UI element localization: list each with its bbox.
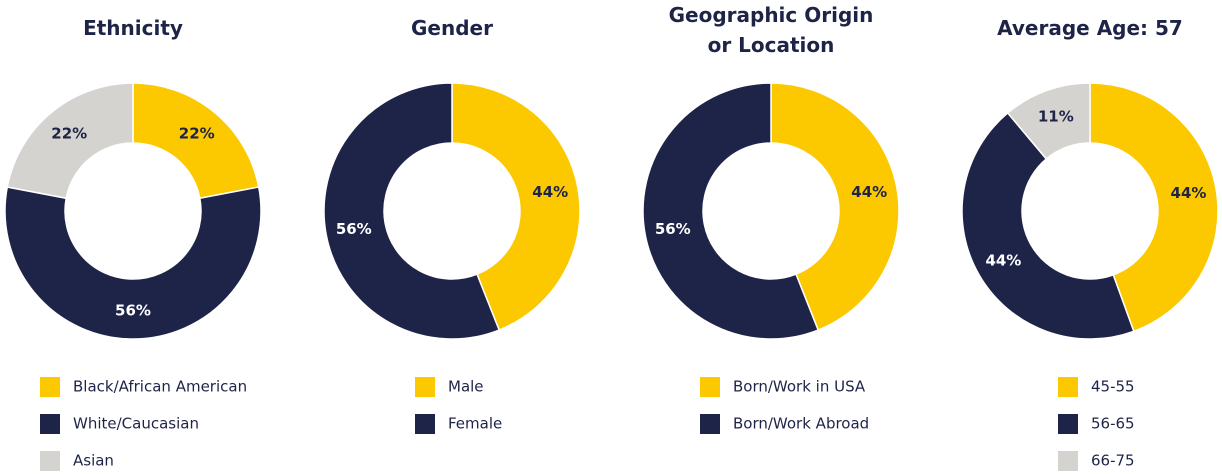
chart-title: Geographic Origin or Location	[668, 3, 874, 57]
donut-segment	[1006, 82, 1091, 160]
donut-segment	[770, 82, 900, 331]
legend-label: Male	[448, 378, 484, 396]
legend-label: Born/Work Abroad	[733, 415, 869, 433]
legend-label: Female	[448, 415, 502, 433]
legend-label: White/Caucasian	[73, 415, 199, 433]
donut-segment	[4, 186, 262, 340]
legend-swatch	[1058, 451, 1078, 471]
data-label: 56%	[655, 220, 691, 238]
legend-swatch	[40, 414, 60, 434]
donut-segment	[642, 82, 820, 340]
legend-swatch	[415, 377, 435, 397]
chart-title: Average Age: 57	[997, 16, 1183, 40]
legend-label: Asian	[73, 452, 114, 470]
legend-label: 66-75	[1091, 452, 1135, 470]
data-label: 11%	[1038, 108, 1074, 126]
donut-segment	[1089, 82, 1219, 333]
donut-segment	[132, 82, 260, 200]
legend-swatch	[40, 377, 60, 397]
legend-label: Born/Work in USA	[733, 378, 866, 396]
legend-swatch	[1058, 414, 1078, 434]
data-label: 44%	[851, 183, 887, 201]
data-label: 56%	[336, 220, 372, 238]
data-label: 44%	[532, 183, 568, 201]
chart-title: Gender	[411, 16, 493, 40]
legend-swatch	[700, 414, 720, 434]
data-label: 44%	[985, 252, 1021, 270]
data-label: 56%	[115, 302, 151, 320]
donut-segment	[451, 82, 581, 331]
donut-segment	[6, 82, 134, 200]
data-label: 22%	[179, 124, 215, 142]
data-label: 44%	[1171, 184, 1207, 202]
donut-segment	[323, 82, 501, 340]
chart-title: Ethnicity	[83, 16, 183, 40]
data-label: 22%	[51, 124, 87, 142]
legend-label: 56-65	[1091, 415, 1135, 433]
legend-swatch	[1058, 377, 1078, 397]
donut-segment	[961, 111, 1135, 340]
legend-label: Black/African American	[73, 378, 247, 396]
legend-swatch	[700, 377, 720, 397]
legend-swatch	[415, 414, 435, 434]
legend-swatch	[40, 451, 60, 471]
legend-label: 45-55	[1091, 378, 1135, 396]
